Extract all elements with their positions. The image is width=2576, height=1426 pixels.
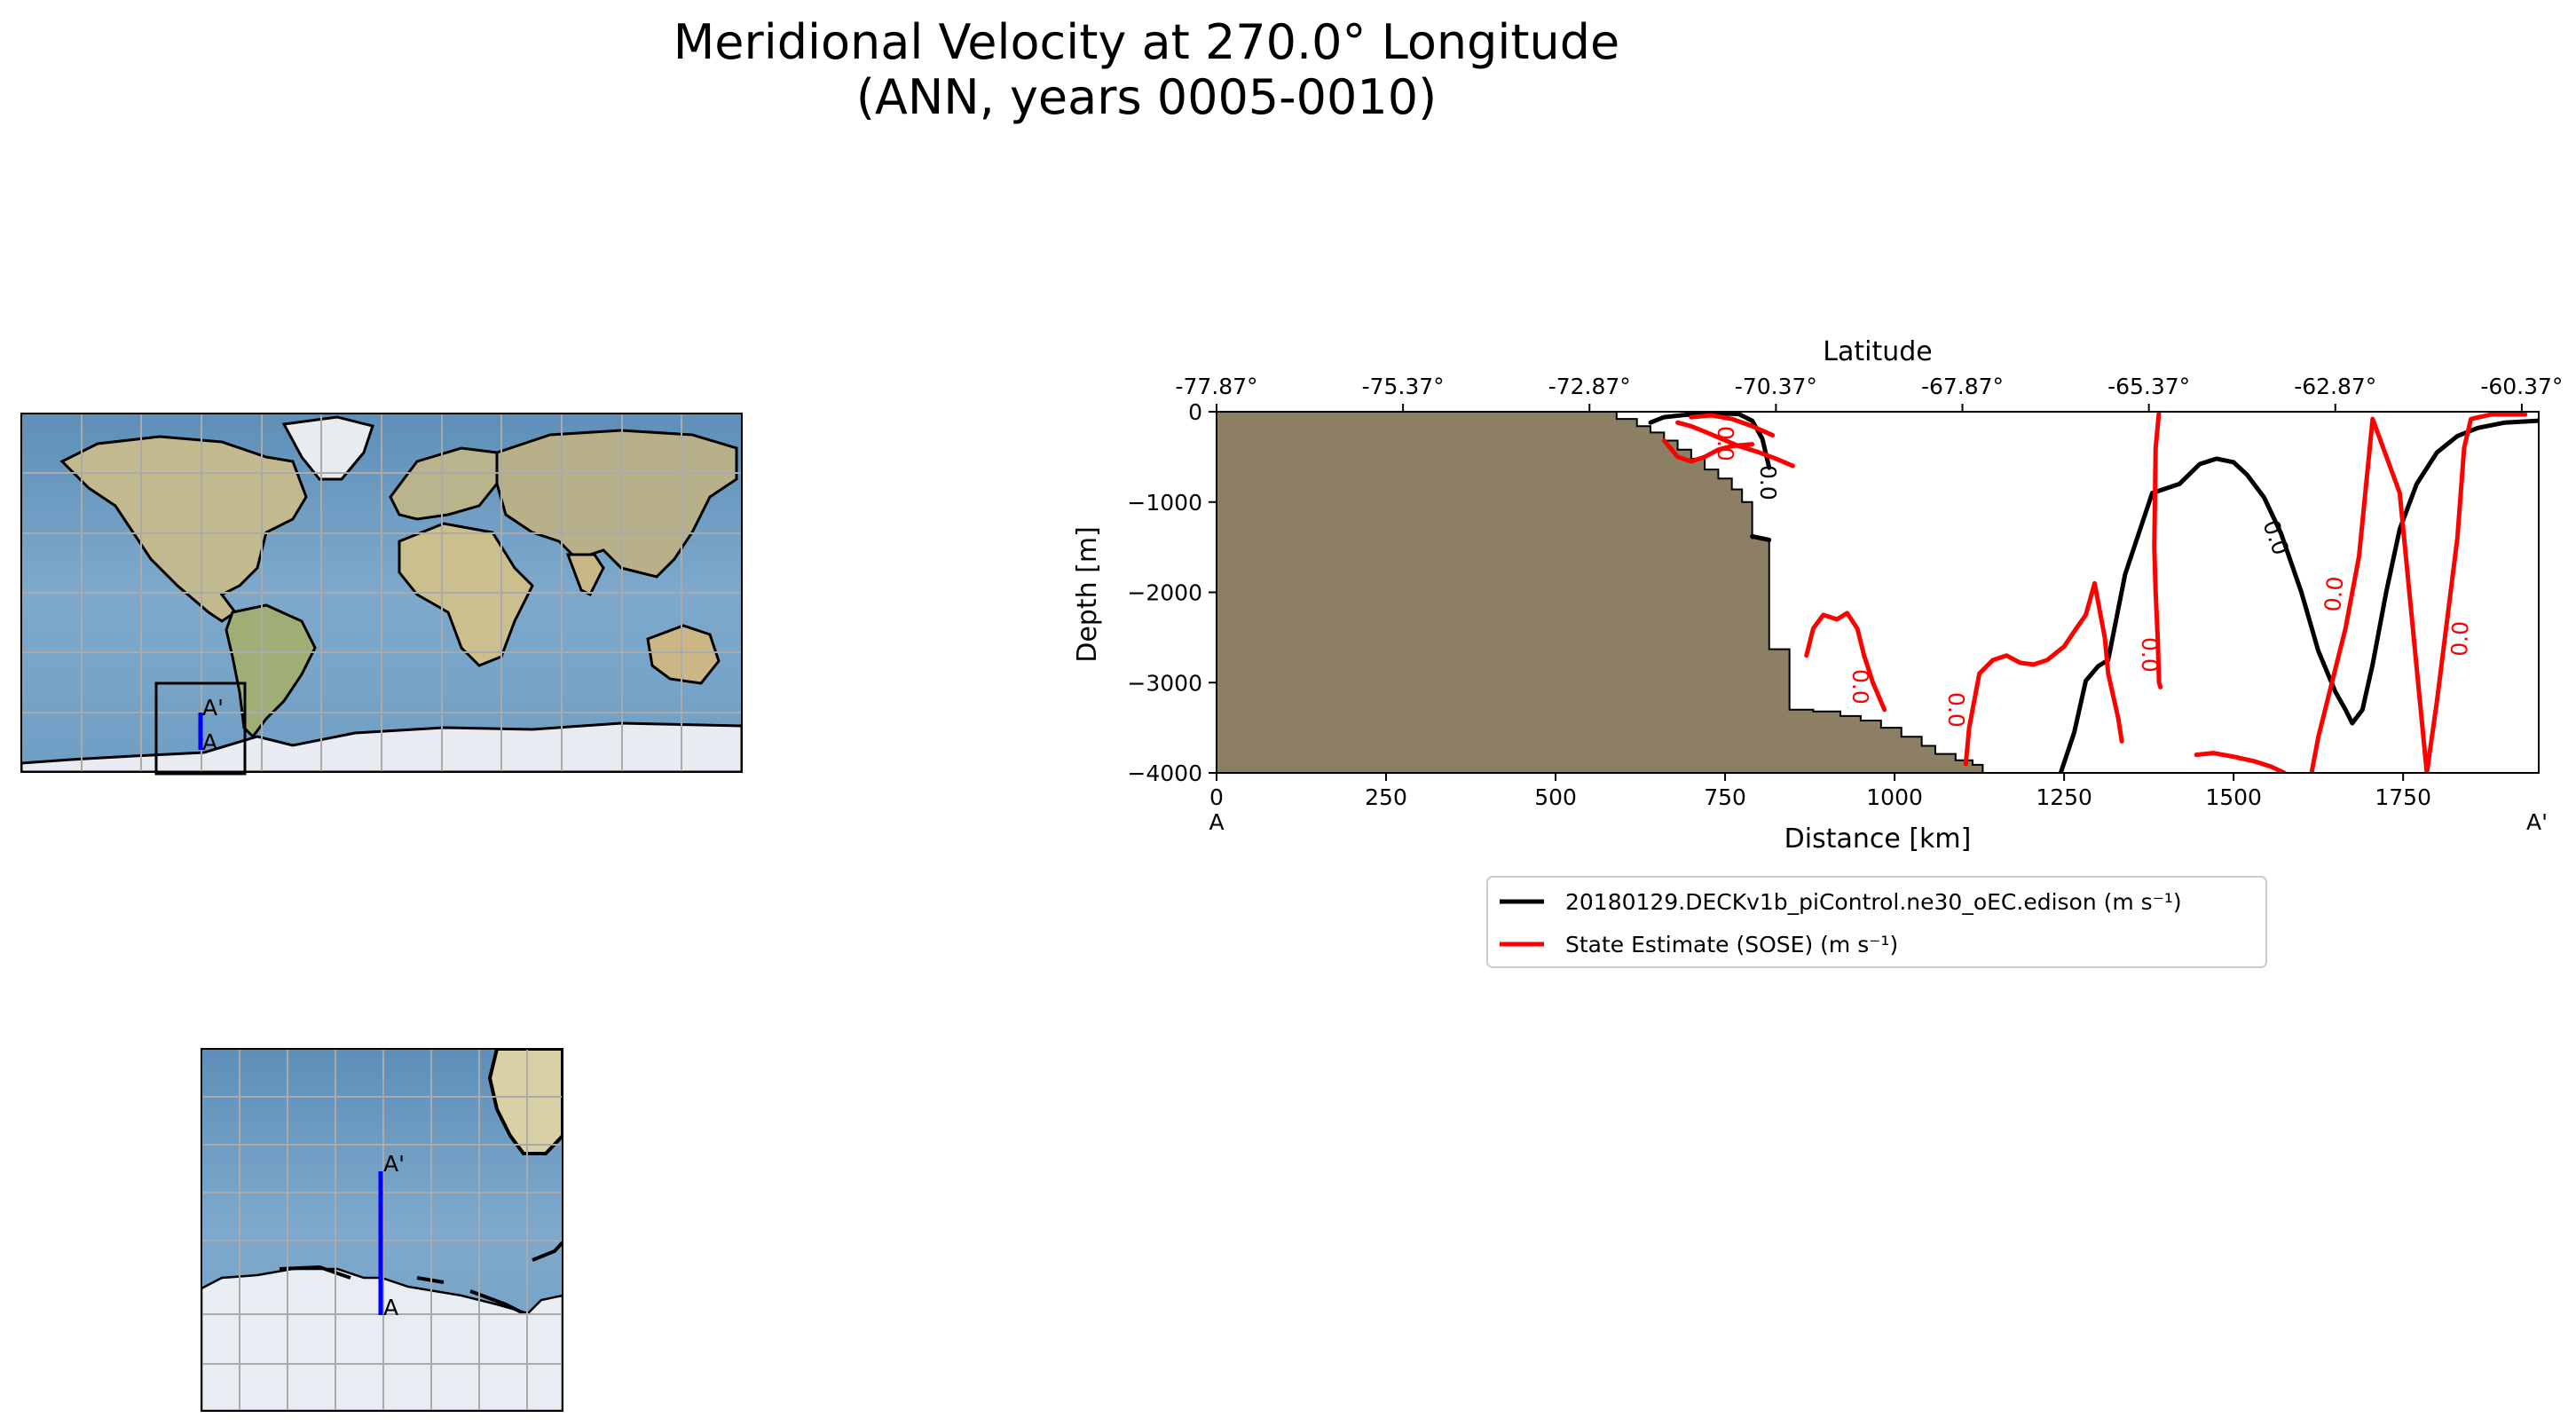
obs-contour-3 xyxy=(1804,611,1887,713)
top-tick-label: -60.37° xyxy=(2480,374,2563,399)
y-axis-ticks: 0 −1000 −2000 −3000 −4000 xyxy=(1127,399,1217,786)
north-america xyxy=(59,435,308,623)
top-axis-label: Latitude xyxy=(1823,336,1932,367)
obs-contour-0 xyxy=(1661,438,1755,464)
figure-title-line1: Meridional Velocity at 270.0° Longitude xyxy=(674,14,1620,70)
transect-plot: 0.0 0.0 0.0 0.0 0.0 0.0 0.0 0.0 0 250 500 7… xyxy=(1072,336,2563,855)
x-tick-label: 750 xyxy=(1704,784,1746,810)
bathymetry-land xyxy=(1217,412,1984,773)
legend-label-obs: State Estimate (SOSE) (m s⁻¹) xyxy=(1565,932,1898,957)
top-tick-label: -65.37° xyxy=(2107,374,2190,399)
endpoint-start-label: A xyxy=(1209,809,1224,835)
top-tick-label: -77.87° xyxy=(1175,374,1257,399)
obs-contour-7 xyxy=(2309,412,2528,773)
obs-contour-6 xyxy=(2194,751,2287,773)
top-tick-label: -75.37° xyxy=(1362,374,1445,399)
x-tick-label: 1500 xyxy=(2205,784,2262,810)
obs-contour-1 xyxy=(1675,420,1795,469)
inset-transect-end-label: A' xyxy=(383,1151,405,1177)
x-axis-label: Distance [km] xyxy=(1784,823,1972,855)
contour-label-obs-1700: 0.0 xyxy=(2320,575,2348,612)
world-map: A' A xyxy=(20,413,743,776)
world-gridlines xyxy=(21,414,742,772)
inset-map-frame xyxy=(201,1048,563,1412)
x-tick-label: 500 xyxy=(1534,784,1577,810)
model-contour-2 xyxy=(1750,533,1772,542)
world-transect-start-label: A xyxy=(202,729,217,755)
inset-map: A' A xyxy=(201,1048,563,1412)
figure-title-line2: (ANN, years 0005-0010) xyxy=(856,69,1437,125)
obs-contour-5 xyxy=(2152,412,2163,689)
greenland xyxy=(281,415,374,481)
inset-region-box xyxy=(154,681,247,776)
south-america xyxy=(225,603,317,739)
x-tick-label: 1750 xyxy=(2375,784,2431,810)
inset-transect-start-label: A xyxy=(383,1295,398,1320)
legend: 20180129.DECKv1b_piControl.ne30_oEC.edis… xyxy=(1486,876,2267,968)
y-tick-label: −3000 xyxy=(1127,670,1202,696)
contour-label-group: 0.0 0.0 0.0 0.0 0.0 0.0 0.0 0.0 xyxy=(1713,426,2473,728)
model-contour-0 xyxy=(2058,418,2539,773)
inset-antarctica xyxy=(201,1267,563,1411)
obs-contour-4 xyxy=(1963,580,2124,767)
top-axis-ticks: -77.87° -75.37° -72.87° -70.37° -67.87° -65.3… xyxy=(1175,374,2563,412)
legend-label-model: 20180129.DECKv1b_piControl.ne30_oEC.edis… xyxy=(1565,889,2182,915)
x-tick-label: 1000 xyxy=(1866,784,1923,810)
x-axis-ticks: 0 250 500 750 1000 1250 1500 1750 xyxy=(1209,773,2431,810)
india xyxy=(565,553,605,597)
top-tick-label: -70.37° xyxy=(1735,374,1817,399)
europe xyxy=(389,446,499,521)
obs-contour-2 xyxy=(1689,413,1776,437)
x-tick-label: 1250 xyxy=(2036,784,2092,810)
world-map-frame xyxy=(20,413,743,773)
asia xyxy=(495,429,738,579)
y-axis-label: Depth [m] xyxy=(1072,526,1103,663)
y-tick-label: −2000 xyxy=(1127,580,1202,606)
legend-box xyxy=(1486,876,2267,968)
x-tick-label: 0 xyxy=(1209,784,1224,810)
top-tick-label: -72.87° xyxy=(1548,374,1631,399)
contour-label-obs-shelf: 0.0 xyxy=(1713,426,1738,461)
x-tick-label: 250 xyxy=(1365,784,1407,810)
y-tick-label: 0 xyxy=(1188,399,1202,425)
obs-contours xyxy=(1661,412,2528,773)
endpoint-end-label: A' xyxy=(2526,809,2548,835)
top-tick-label: -62.87° xyxy=(2294,374,2376,399)
australia xyxy=(646,624,721,685)
contour-label-obs-1100: 0.0 xyxy=(1943,692,1969,728)
contour-label-obs-slope: 0.0 xyxy=(1847,669,1873,705)
top-tick-label: -67.87° xyxy=(1921,374,2004,399)
contour-label-model-shelf: 0.0 xyxy=(1755,465,1781,500)
contour-label-obs-1840: 0.0 xyxy=(2446,620,2473,657)
world-transect-end-label: A' xyxy=(202,695,224,721)
contour-label-obs-1390: 0.0 xyxy=(2137,637,2162,673)
y-tick-label: −1000 xyxy=(1127,490,1202,516)
y-tick-label: −4000 xyxy=(1127,760,1202,786)
